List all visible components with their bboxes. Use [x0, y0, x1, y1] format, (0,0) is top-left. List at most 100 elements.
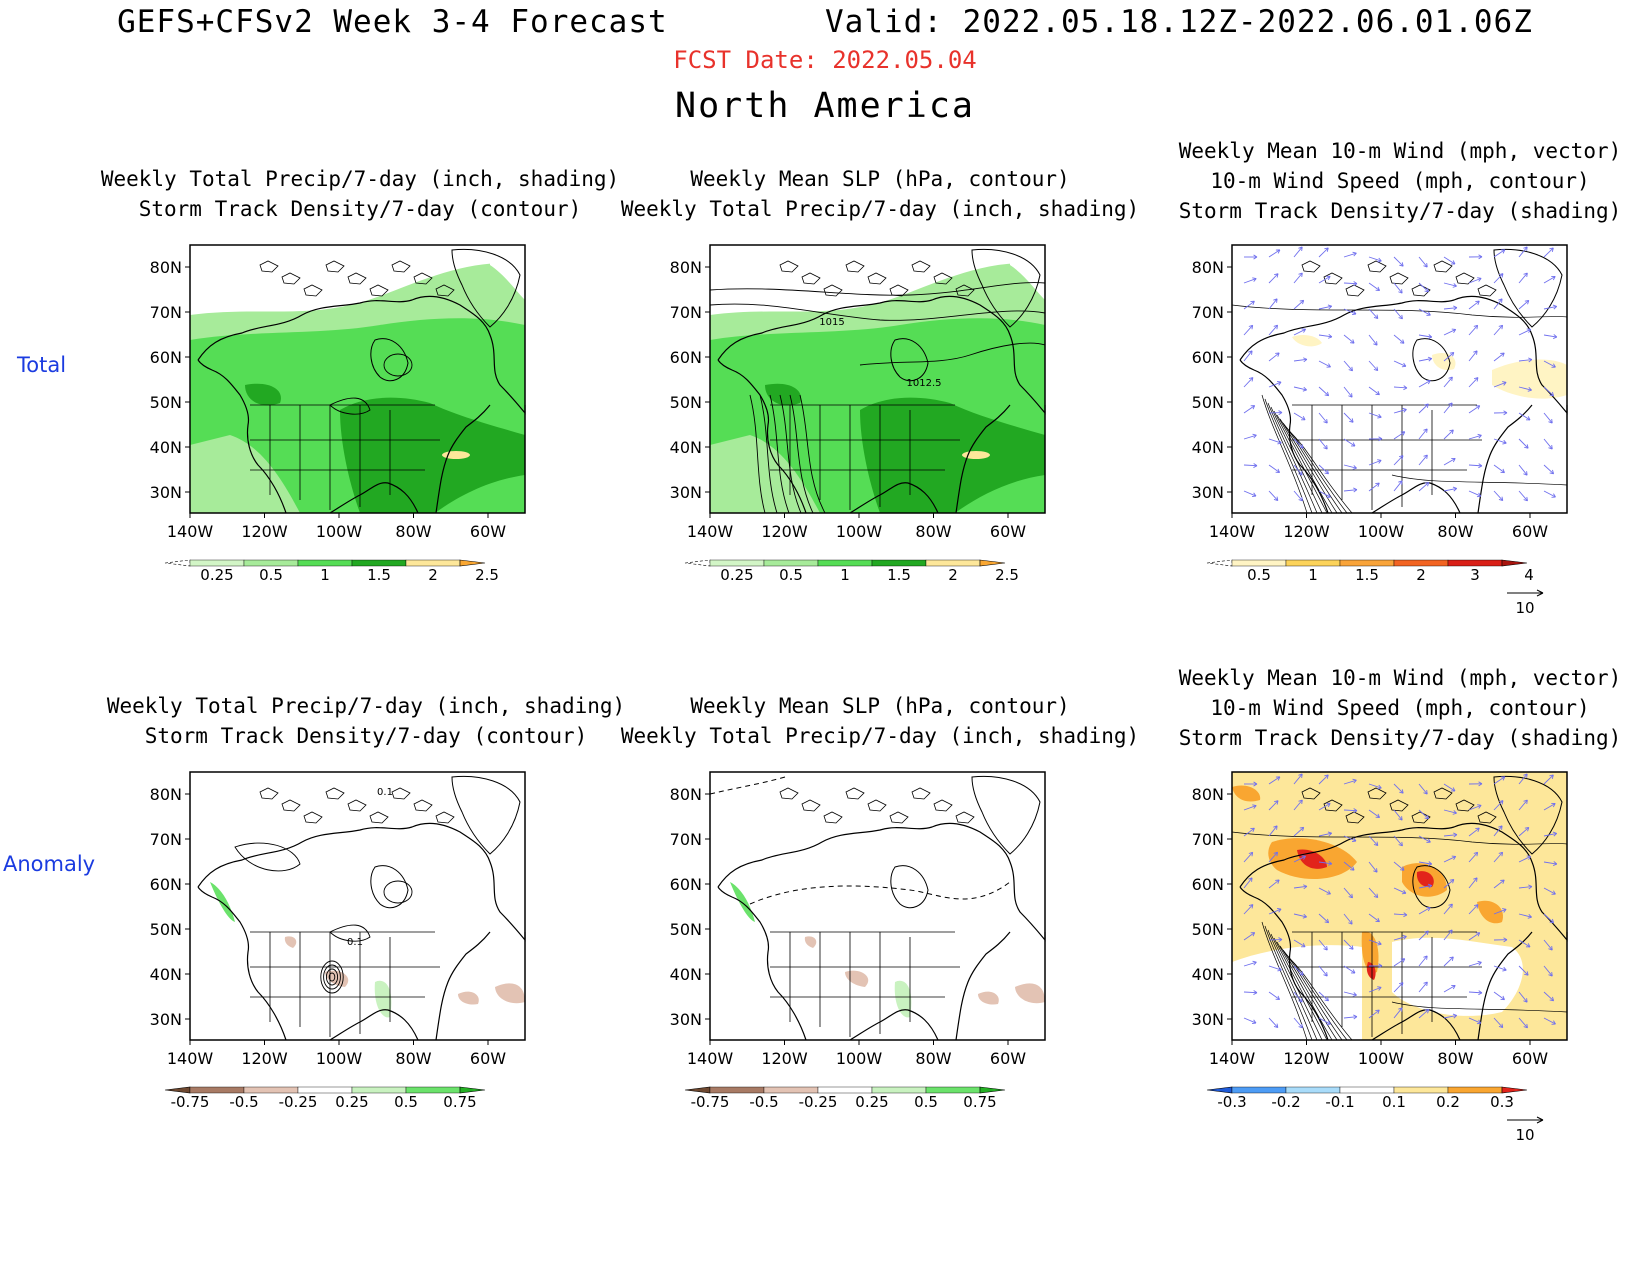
- anom-track-peak: [1477, 900, 1503, 924]
- colorbar-anom_slp: -0.75 -0.5 -0.25 0.25 0.5 0.75: [684, 1086, 1006, 1111]
- anom-precip-dry: [284, 936, 297, 948]
- colorbar-total_wind: 0.5 1 1.5 2 3 4: [1206, 559, 1534, 584]
- wind-vector: [1318, 360, 1331, 368]
- wind-vector-head: [1373, 868, 1378, 873]
- wind-vector: [1493, 800, 1504, 811]
- wind-vector-head: [1473, 377, 1479, 382]
- wind-vector: [1293, 991, 1303, 1003]
- lon-tick-label: 60W: [470, 522, 506, 541]
- wind-vector-head: [1450, 260, 1456, 265]
- wind-vector: [1393, 809, 1403, 821]
- wind-vector: [1368, 809, 1380, 818]
- wind-vector: [1368, 861, 1378, 873]
- wind-vector: [1518, 886, 1532, 889]
- wind-vector: [1318, 887, 1331, 895]
- wind-vector: [1393, 308, 1403, 320]
- wind-vector-head: [1273, 496, 1279, 501]
- map-panel-total_precip: 80N 70N 60N 50N 40N 30N 140W 120W 100W 80W 60W 0.25…: [150, 244, 526, 584]
- wind-vector: [1318, 939, 1328, 951]
- arctic-island: [1477, 811, 1497, 824]
- wind-vector: [1243, 1017, 1257, 1024]
- wind-vector: [1493, 825, 1503, 837]
- wind-vector-head: [1277, 439, 1282, 445]
- wind-vector-head: [1298, 272, 1303, 278]
- wind-vector-head: [1424, 287, 1429, 293]
- wind-vector-head: [1277, 381, 1282, 386]
- arctic-island: [779, 260, 799, 273]
- wind-vector: [1443, 307, 1457, 310]
- wind-vector-head: [1298, 799, 1303, 805]
- wind-vector: [1243, 464, 1258, 467]
- wind-vector: [1443, 985, 1456, 993]
- wind-vector: [1468, 961, 1482, 967]
- lon-tick-label: 100W: [1358, 522, 1405, 541]
- wind-vector-head: [1377, 940, 1382, 946]
- wind-vector: [1393, 783, 1404, 794]
- lon-tick-label: 120W: [241, 1049, 288, 1068]
- arctic-island: [435, 811, 455, 824]
- wind-vector: [1393, 360, 1407, 367]
- wind-vector: [1418, 308, 1431, 316]
- greenland-outline: [1493, 775, 1563, 855]
- colorbar-tick-label: -0.25: [279, 1093, 318, 1111]
- speed-contour: [1270, 933, 1323, 1041]
- wind-vector: [1443, 929, 1453, 941]
- wind-vector: [1518, 464, 1528, 476]
- wind-vector: [1318, 913, 1329, 924]
- precip-shade-heavy-west: [245, 383, 281, 406]
- wind-vector: [1368, 412, 1382, 418]
- wind-vector: [1518, 827, 1530, 837]
- row-label-anomaly: Anomaly: [3, 852, 96, 876]
- arctic-island: [823, 811, 843, 824]
- hudson-bay-outline: [890, 865, 929, 909]
- wind-vector-head: [1503, 410, 1508, 416]
- hudson-bay-outline: [1412, 865, 1451, 909]
- arctic-island: [325, 787, 345, 800]
- wind-vector-head: [1477, 433, 1482, 439]
- wind-vector: [1468, 464, 1483, 467]
- lon-tick-label: 80W: [395, 522, 431, 541]
- wind-vector: [1443, 956, 1454, 967]
- wind-vector-head: [1328, 860, 1333, 866]
- wind-vector-head: [1552, 861, 1558, 866]
- wind-vector-head: [1549, 996, 1555, 1002]
- wind-vector: [1443, 487, 1457, 492]
- anom-precip-wet: [210, 882, 235, 922]
- wind-vector: [1318, 832, 1332, 837]
- contour-label: 1012.5: [907, 378, 942, 389]
- wind-vector-head: [1399, 262, 1404, 267]
- wind-vector-head: [1373, 341, 1378, 346]
- wind-vector-head: [1523, 246, 1528, 251]
- anom-precip-dry: [845, 970, 869, 987]
- wind-vector: [1368, 256, 1382, 262]
- lat-tick-label: 80N: [1192, 785, 1224, 804]
- wind-vector: [1518, 939, 1531, 948]
- wind-vector-head: [1273, 324, 1279, 330]
- wind-vector: [1318, 464, 1329, 475]
- greenland-outline: [971, 248, 1041, 328]
- track-contour-ring: [328, 972, 336, 982]
- wind-vector-head: [1278, 410, 1283, 416]
- speed-contour: [1391, 1001, 1568, 1013]
- wind-vector: [1418, 256, 1428, 268]
- wind-vector: [1543, 861, 1557, 865]
- lon-tick-label: 100W: [836, 1049, 883, 1068]
- wind-vector-head: [1348, 893, 1353, 899]
- wind-vector: [1243, 405, 1255, 414]
- wind-vector-head: [1277, 908, 1282, 913]
- wind-vector-head: [1378, 436, 1383, 442]
- wind-vector: [1268, 1017, 1279, 1028]
- wind-vector-head: [1523, 773, 1528, 778]
- arctic-island: [281, 272, 301, 285]
- wind-vector: [1468, 827, 1480, 837]
- wind-vector: [1518, 359, 1532, 362]
- wind-vector: [1443, 282, 1457, 287]
- wind-vector-head: [1523, 272, 1528, 278]
- wind-vector: [1543, 464, 1554, 475]
- wind-vector: [1543, 360, 1556, 368]
- wind-vector-head: [1453, 305, 1458, 311]
- arctic-island: [911, 260, 931, 273]
- colorbar-tick-label: 0.75: [963, 1093, 996, 1111]
- colorbar-tick-label: 0.5: [779, 566, 803, 584]
- wind-vector: [1268, 825, 1278, 837]
